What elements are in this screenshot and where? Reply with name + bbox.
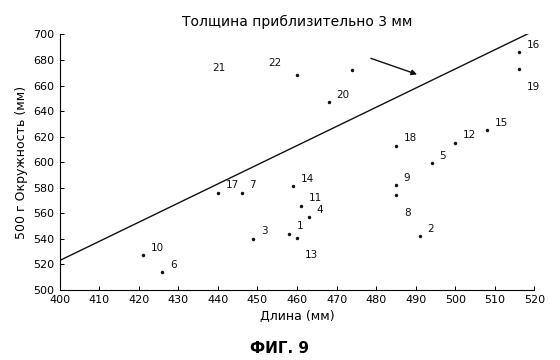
- Text: 9: 9: [404, 173, 410, 183]
- Text: 21: 21: [212, 63, 226, 73]
- Text: 16: 16: [526, 40, 540, 50]
- Text: 19: 19: [526, 82, 540, 92]
- Text: 12: 12: [463, 130, 477, 140]
- Text: 18: 18: [404, 133, 417, 143]
- Text: 2: 2: [428, 224, 434, 234]
- Text: 6: 6: [170, 260, 177, 270]
- Text: 1: 1: [297, 221, 304, 231]
- Text: 5: 5: [440, 151, 446, 161]
- Text: 17: 17: [226, 180, 239, 190]
- Text: ФИГ. 9: ФИГ. 9: [250, 341, 310, 356]
- Text: 20: 20: [337, 90, 349, 100]
- Text: 8: 8: [404, 208, 410, 218]
- Y-axis label: 500 г Окружность (мм): 500 г Окружность (мм): [15, 86, 28, 239]
- Title: Толщина приблизительно 3 мм: Толщина приблизительно 3 мм: [182, 15, 412, 29]
- Text: 13: 13: [305, 250, 318, 260]
- Text: 15: 15: [495, 118, 508, 128]
- X-axis label: Длина (мм): Длина (мм): [260, 310, 334, 323]
- Text: 3: 3: [262, 226, 268, 236]
- Text: 14: 14: [301, 174, 314, 184]
- Text: 4: 4: [317, 204, 324, 215]
- Text: 10: 10: [151, 243, 164, 253]
- Text: 11: 11: [309, 193, 322, 203]
- Text: 22: 22: [268, 58, 281, 68]
- Text: 7: 7: [250, 180, 256, 190]
